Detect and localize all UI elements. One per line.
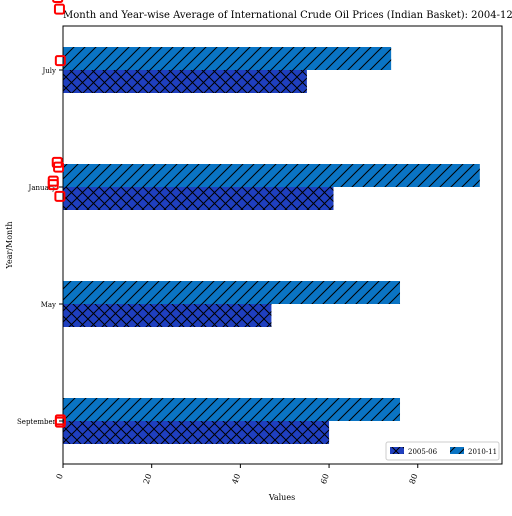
marker-point (54, 190, 66, 202)
x-axis-label: Values (268, 493, 295, 502)
bars-layer (63, 47, 480, 444)
markers-layer (47, 0, 66, 428)
chart-title: Month and Year-wise Average of Internati… (63, 10, 512, 21)
marker-point (53, 3, 65, 15)
legend-label-2005-06: 2005-06 (408, 448, 438, 456)
x-tick-label: 20 (142, 473, 154, 486)
bar-hatch-may-2010-11 (63, 281, 401, 304)
legend: 2005-06 2010-11 (385, 441, 500, 461)
bar-hatch-may-2005-06 (63, 304, 272, 327)
legend-box (385, 441, 500, 461)
bar-hatch-july-2005-06 (63, 70, 307, 93)
bar-hatch-july-2010-11 (63, 47, 392, 70)
y-tick-label: May (41, 301, 56, 309)
legend-label-2010-11: 2010-11 (468, 448, 497, 456)
x-tick-label: 60 (319, 473, 331, 486)
y-axis-label: Year/Month (5, 221, 14, 269)
bar-hatch-september-2005-06 (63, 421, 330, 444)
bar-hatch-september-2010-11 (63, 398, 401, 421)
marker-point (54, 416, 66, 428)
marker-point (47, 179, 59, 191)
marker-point (54, 55, 66, 67)
y-tick-label: September (17, 418, 57, 426)
marker-point (52, 0, 64, 3)
plot-frame (62, 25, 503, 465)
x-tick-label: 80 (408, 473, 420, 486)
x-axis-ticks: 0 20 40 60 80 (55, 464, 420, 485)
legend-swatch-hatch-2010-11 (450, 447, 464, 454)
bar-hatch-january-2010-11 (63, 164, 480, 187)
x-tick-label: 40 (230, 473, 242, 486)
y-tick-label: January (28, 184, 57, 192)
y-axis-ticks: September May January July (17, 67, 63, 426)
bar-hatch-january-2005-06 (63, 187, 334, 210)
marker-point (53, 161, 65, 173)
y-tick-label: July (41, 67, 56, 75)
x-tick-label: 0 (55, 473, 65, 481)
legend-swatch-hatch-2005-06 (390, 447, 404, 454)
